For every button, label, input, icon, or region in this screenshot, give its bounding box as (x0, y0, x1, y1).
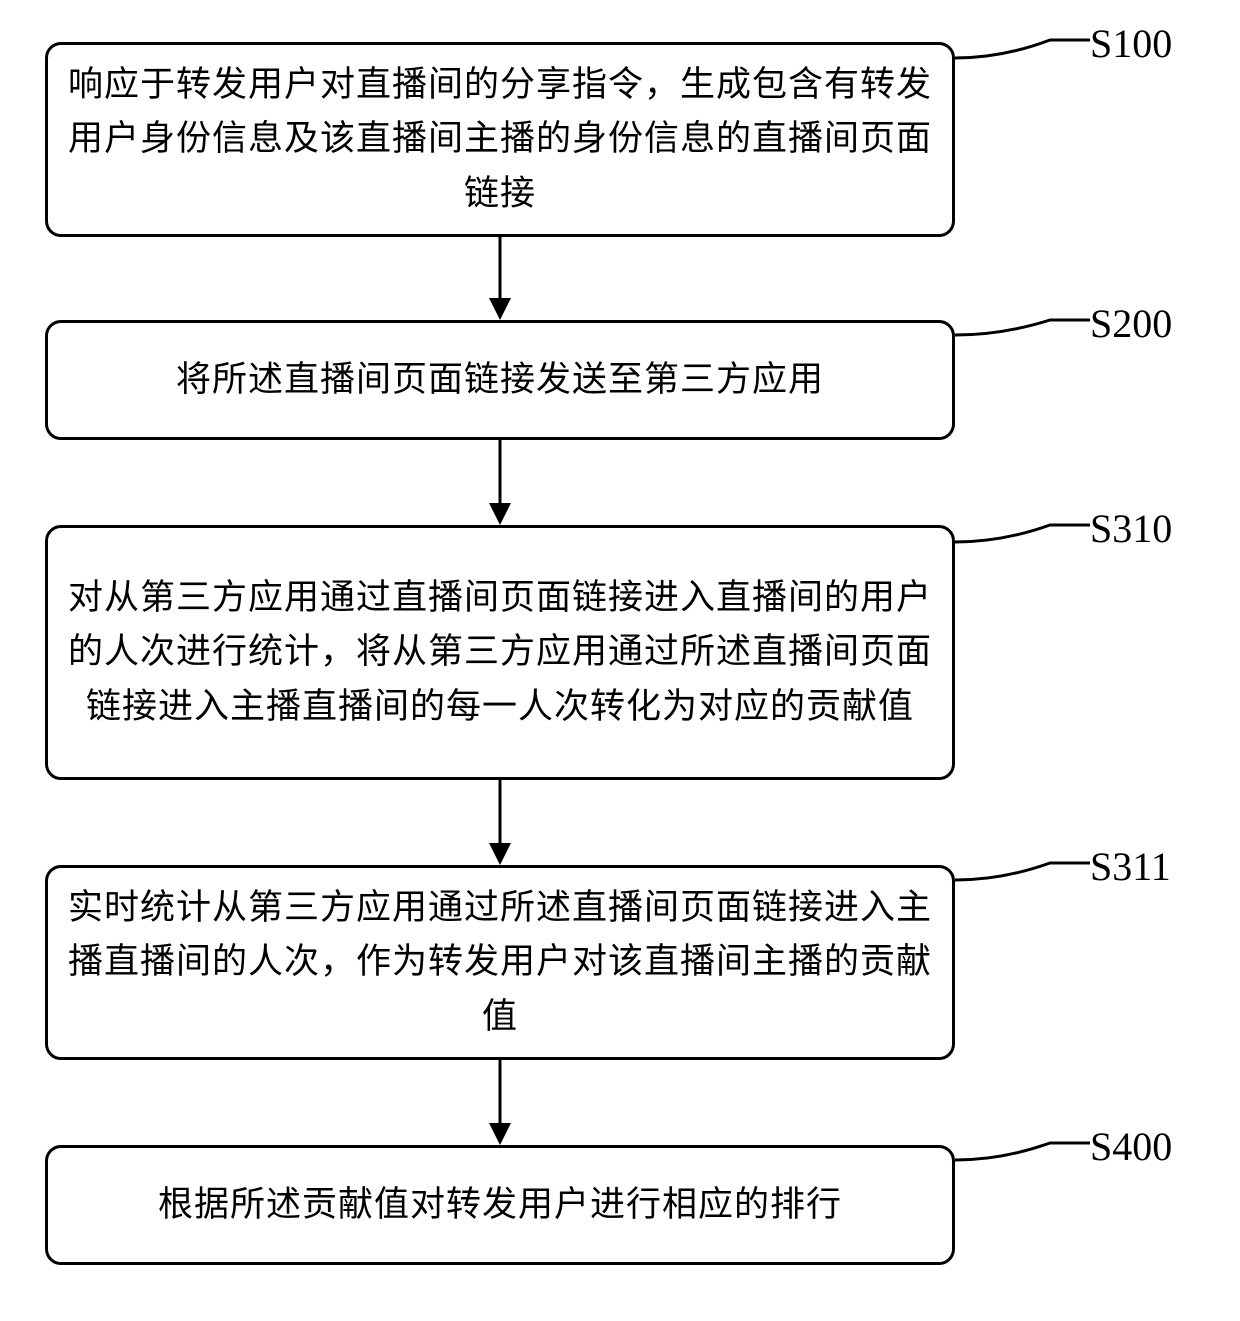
flow-node-s400-text: 根据所述贡献值对转发用户进行相应的排行 (158, 1178, 842, 1232)
flow-node-s100-text: 响应于转发用户对直播间的分享指令，生成包含有转发用户身份信息及该直播间主播的身份… (68, 58, 932, 221)
flow-label-s100: S100 (1090, 20, 1172, 67)
flow-label-s311: S311 (1090, 843, 1171, 890)
flow-label-s310: S310 (1090, 505, 1172, 552)
flow-label-s400: S400 (1090, 1123, 1172, 1170)
flow-node-s200: 将所述直播间页面链接发送至第三方应用 (45, 320, 955, 440)
flow-node-s311: 实时统计从第三方应用通过所述直播间页面链接进入主播直播间的人次，作为转发用户对该… (45, 865, 955, 1060)
flow-node-s310-text: 对从第三方应用通过直播间页面链接进入直播间的用户的人次进行统计，将从第三方应用通… (68, 571, 932, 734)
flow-label-s200: S200 (1090, 300, 1172, 347)
flow-node-s311-text: 实时统计从第三方应用通过所述直播间页面链接进入主播直播间的人次，作为转发用户对该… (68, 881, 932, 1044)
flow-node-s200-text: 将所述直播间页面链接发送至第三方应用 (176, 353, 824, 407)
flow-node-s400: 根据所述贡献值对转发用户进行相应的排行 (45, 1145, 955, 1265)
flow-node-s310: 对从第三方应用通过直播间页面链接进入直播间的用户的人次进行统计，将从第三方应用通… (45, 525, 955, 780)
flow-node-s100: 响应于转发用户对直播间的分享指令，生成包含有转发用户身份信息及该直播间主播的身份… (45, 42, 955, 237)
